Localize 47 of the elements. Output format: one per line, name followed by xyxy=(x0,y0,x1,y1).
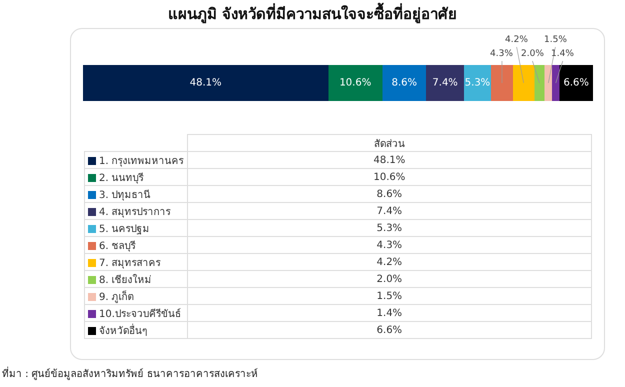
bar xyxy=(534,65,545,101)
legend-label: 1. กรุงเทพมหานคร xyxy=(84,152,188,168)
data-label: 48.1% xyxy=(190,78,222,88)
legend-title: สัดส่วน xyxy=(187,134,592,152)
legend-label: 6. ชลบุรี xyxy=(84,236,188,254)
text: 4.2% xyxy=(376,256,402,268)
legend-label: 10.ประจวบคีรีขันธ์ xyxy=(84,304,188,322)
data-label: 1.4% xyxy=(551,49,574,59)
text: 48.1% xyxy=(373,154,406,166)
text: 7.4% xyxy=(376,206,402,216)
bar xyxy=(559,65,593,101)
bar xyxy=(382,65,426,101)
data-label: 7.4% xyxy=(432,78,458,88)
bar xyxy=(512,65,534,101)
text: 1.5% xyxy=(376,290,402,302)
legend-label: 4. สมุทรปราการ xyxy=(84,202,188,220)
text: 10.6% xyxy=(373,172,406,182)
legend-label: จังหวัดอื่นๆ xyxy=(84,322,188,338)
bar xyxy=(83,65,328,101)
text: 8.6% xyxy=(376,188,402,200)
legend-label: 3. ปทุมธานี xyxy=(84,186,188,202)
legend-label: 2. นนทบุรี xyxy=(84,168,188,186)
data-label: 6.6% xyxy=(563,78,589,88)
legend-label: 5. นครปฐม xyxy=(84,220,188,236)
data-label: 10.6% xyxy=(339,78,372,88)
bar xyxy=(328,65,382,101)
text: 1.4% xyxy=(376,308,402,318)
legend-label: 7. สมุทรสาคร xyxy=(84,254,188,270)
data-label: 8.6% xyxy=(392,78,418,88)
text: 4.3% xyxy=(376,240,402,250)
bar xyxy=(464,65,491,101)
data-label: 1.5% xyxy=(544,35,568,45)
bar xyxy=(491,65,513,101)
bar xyxy=(426,65,464,101)
text: 5.3% xyxy=(376,222,402,234)
chart-title: แผนภูมิ จังหวัดที่มีความสนใจจะซื้อที่อยู่อาศัย xyxy=(166,2,458,26)
data-label: 5.3% xyxy=(464,78,490,88)
data-label: 2.0% xyxy=(521,49,544,59)
data-label: 4.3% xyxy=(490,49,514,59)
text: 6.6% xyxy=(376,324,402,336)
legend-label: 8. เชียงใหม่ xyxy=(84,270,188,288)
bar xyxy=(544,65,552,101)
legend-label: 9. ภูเก็ต xyxy=(84,288,188,304)
text: ที่มา : ศูนย์ข้อมูลอสังหาริมทรัพย์ ธนาคารอาคารสงเคราะห์ xyxy=(2,366,258,381)
text: 2.0% xyxy=(376,274,402,284)
data-label: 4.2% xyxy=(505,35,528,45)
bar xyxy=(552,65,560,101)
